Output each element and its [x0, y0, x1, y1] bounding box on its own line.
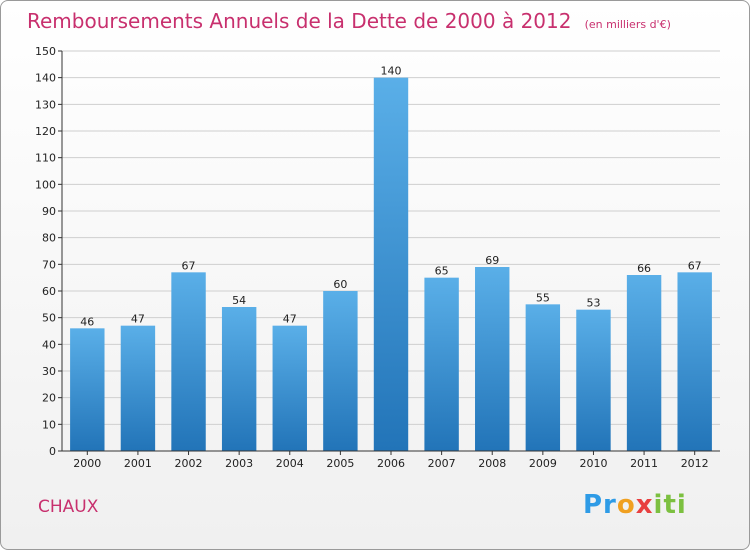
bar — [120, 325, 156, 451]
x-tick-label: 2007 — [428, 457, 456, 470]
data-label: 69 — [485, 254, 499, 267]
y-tick-label: 30 — [42, 365, 56, 378]
x-tick-label: 2004 — [276, 457, 304, 470]
bar — [272, 325, 307, 451]
chart-title: Remboursements Annuels de la Dette de 20… — [27, 9, 671, 33]
bar — [323, 291, 358, 451]
bar — [221, 307, 257, 451]
data-label: 53 — [586, 297, 600, 310]
x-tick-label: 2002 — [175, 457, 203, 470]
proxiti-logo: Proxiti — [583, 490, 687, 520]
y-tick-label: 140 — [35, 72, 56, 85]
bar — [424, 277, 459, 451]
x-tick-label: 2006 — [377, 457, 405, 470]
x-tick-label: 2001 — [124, 457, 152, 470]
bar — [576, 309, 611, 451]
x-tick-label: 2008 — [478, 457, 506, 470]
axis-layer: 0 10 20 30 40 50 60 70 80 90 100 110 120 130 140 150 200… — [35, 45, 720, 470]
data-label: 47 — [283, 313, 297, 326]
y-tick-label: 50 — [42, 312, 56, 325]
data-label: 66 — [637, 262, 651, 275]
chart-title-text: Remboursements Annuels de la Dette de 20… — [27, 9, 572, 33]
x-tick-label: 2010 — [579, 457, 607, 470]
y-tick-label: 70 — [42, 258, 56, 271]
chart-unit-label: (en milliers d'€) — [584, 18, 671, 31]
y-tick-label: 20 — [42, 392, 56, 405]
bar — [475, 267, 510, 451]
y-tick-label: 0 — [49, 445, 56, 458]
y-tick-label: 110 — [35, 152, 56, 165]
data-label: 65 — [435, 265, 449, 278]
y-tick-label: 90 — [42, 205, 56, 218]
bar — [373, 77, 409, 452]
data-label: 140 — [381, 65, 402, 78]
y-tick-label: 40 — [42, 338, 56, 351]
bar-layer: 46 47 67 54 47 60 140 65 69 55 53 66 67 — [70, 65, 712, 452]
x-tick-label: 2009 — [529, 457, 557, 470]
bar — [626, 275, 662, 451]
x-tick-label: 2012 — [681, 457, 709, 470]
bar — [70, 328, 105, 451]
y-tick-label: 120 — [35, 125, 56, 138]
y-tick-label: 130 — [35, 98, 56, 111]
y-tick-label: 10 — [42, 418, 56, 431]
x-tick-label: 2000 — [73, 457, 101, 470]
x-tick-label: 2011 — [630, 457, 658, 470]
x-tick-label: 2003 — [225, 457, 253, 470]
y-tick-label: 60 — [42, 285, 56, 298]
data-label: 46 — [80, 315, 94, 328]
data-label: 47 — [131, 313, 145, 326]
commune-name: CHAUX — [38, 497, 99, 517]
data-label: 60 — [333, 278, 347, 291]
data-label: 67 — [688, 259, 702, 272]
bar — [525, 304, 561, 451]
y-tick-label: 100 — [35, 178, 56, 191]
bar — [171, 272, 206, 451]
data-label: 55 — [536, 291, 550, 304]
y-tick-label: 150 — [35, 45, 56, 58]
y-tick-label: 80 — [42, 232, 56, 245]
bar — [677, 272, 712, 451]
x-tick-label: 2005 — [326, 457, 354, 470]
data-label: 67 — [182, 259, 196, 272]
data-label: 54 — [232, 294, 246, 307]
